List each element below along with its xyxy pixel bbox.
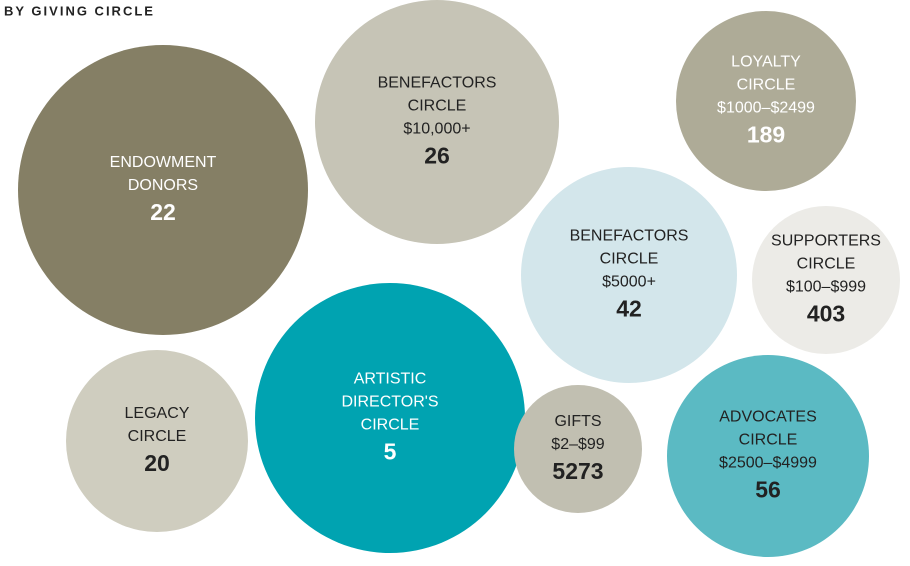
circle	[514, 385, 642, 513]
circle	[315, 0, 559, 244]
circle-label: $1000–$2499	[717, 100, 815, 117]
circle	[752, 206, 900, 354]
circle-count: 403	[807, 301, 845, 327]
circle	[676, 11, 856, 191]
circle	[255, 283, 525, 553]
circle-count: 56	[755, 477, 781, 503]
circle-label: $2–$99	[551, 436, 604, 453]
circle-count: 5273	[552, 458, 603, 484]
circle-label: $5000+	[602, 274, 656, 291]
circle-count: 189	[747, 122, 785, 148]
circle-label: CIRCLE	[128, 428, 187, 445]
circle-count: 22	[150, 199, 176, 225]
circle	[66, 350, 248, 532]
circle-label: CIRCLE	[737, 77, 796, 94]
circle-label: CIRCLE	[739, 432, 798, 449]
circle-label: BENEFACTORS	[570, 228, 689, 245]
circle-label: $10,000+	[403, 121, 470, 138]
circle-label: $2500–$4999	[719, 455, 817, 472]
circle-label: ADVOCATES	[719, 409, 817, 426]
circle-label: ENDOWMENT	[110, 154, 217, 171]
circle-count: 5	[384, 439, 397, 465]
title: BY GIVING CIRCLE	[4, 3, 155, 18]
circle-label: LEGACY	[125, 405, 190, 422]
circle-count: 20	[144, 450, 170, 476]
circle-label: CIRCLE	[408, 98, 467, 115]
circle-label: SUPPORTERS	[771, 233, 881, 250]
circle-label: ARTISTIC	[354, 371, 427, 388]
circle	[18, 45, 308, 335]
circle-label: CIRCLE	[797, 256, 856, 273]
circle	[667, 355, 869, 557]
circle-label: DIRECTOR'S	[342, 394, 439, 411]
circle-label: CIRCLE	[361, 417, 420, 434]
circle-label: CIRCLE	[600, 251, 659, 268]
circle-label: DONORS	[128, 177, 198, 194]
circle-count: 26	[424, 143, 450, 169]
circle-label: $100–$999	[786, 279, 866, 296]
circle-count: 42	[616, 296, 642, 322]
circle	[521, 167, 737, 383]
circle-label: BENEFACTORS	[378, 75, 497, 92]
circle-label: LOYALTY	[731, 54, 801, 71]
circle-label: GIFTS	[554, 413, 601, 430]
